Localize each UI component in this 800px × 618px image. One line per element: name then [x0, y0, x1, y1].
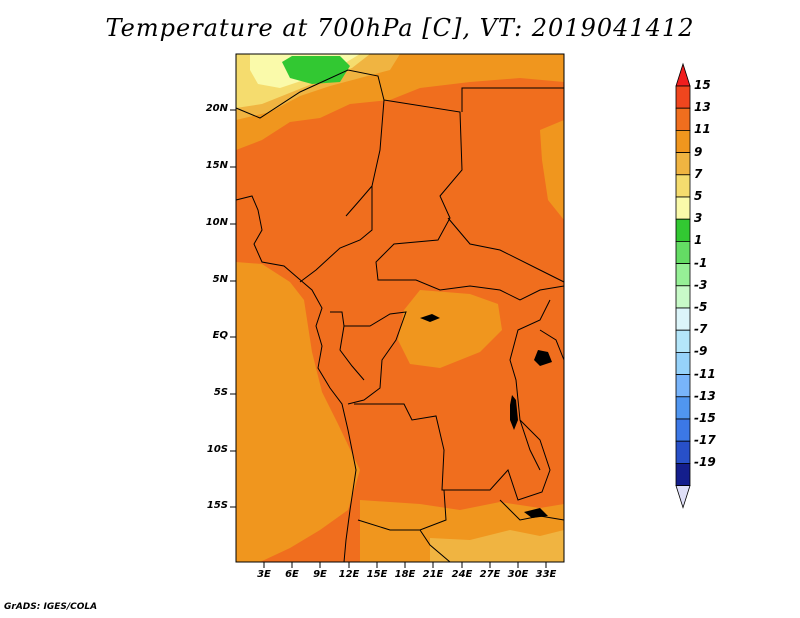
colorbar-label: 11: [694, 122, 711, 137]
colorbar-segment: [675, 307, 691, 331]
colorbar: [675, 62, 691, 509]
colorbar-segment: [675, 329, 691, 353]
colorbar-segment: [675, 129, 691, 153]
lat-label-5s: 5S: [213, 387, 228, 398]
lon-label-12e: 12E: [338, 569, 360, 580]
temp-zone-south-light: [430, 530, 564, 562]
country-borders: [235, 69, 565, 563]
lon-label-9e: 9E: [313, 569, 327, 580]
lon-label-21e: 21E: [422, 569, 444, 580]
colorbar-label: 1: [694, 233, 703, 248]
colorbar-segment: [675, 396, 691, 420]
colorbar-bottom-arrow: [675, 485, 691, 509]
colorbar-segment: [675, 107, 691, 131]
lat-ticks: [230, 109, 236, 508]
colorbar-segment: [675, 85, 691, 109]
colorbar-label: 5: [694, 189, 703, 203]
lon-label-27e: 27E: [479, 569, 501, 580]
temp-zone-west-orange: [236, 262, 360, 562]
colorbar-top-arrow: [675, 62, 691, 87]
credit-text: GrADS: IGES/COLA: [4, 602, 98, 612]
colorbar-label: -17: [694, 433, 716, 448]
lat-label-5n: 5N: [212, 274, 228, 285]
lat-label-15n: 15N: [205, 160, 228, 171]
lat-label-eq: EQ: [212, 330, 228, 341]
colorbar-label: -9: [694, 344, 708, 359]
colorbar-label: -3: [694, 277, 708, 292]
colorbar-segment: [675, 285, 691, 309]
lon-label-15e: 15E: [366, 569, 388, 580]
colorbar-label: -1: [694, 255, 708, 270]
colorbar-segment: [675, 196, 691, 220]
colorbar-label: -5: [694, 300, 708, 314]
lat-label-15s: 15S: [206, 500, 228, 511]
lon-label-30e: 30E: [507, 569, 529, 580]
colorbar-segment: [675, 462, 691, 486]
colorbar-segment: [675, 174, 691, 198]
colorbar-label: -13: [694, 388, 716, 403]
lat-label-10s: 10S: [206, 444, 228, 455]
colorbar-segment: [675, 218, 691, 242]
lon-label-33e: 33E: [535, 569, 557, 580]
colorbar-label: 9: [694, 144, 703, 159]
map-title: Temperature at 700hPa [C], VT: 201904141…: [105, 14, 695, 42]
colorbar-label: -19: [694, 455, 716, 470]
lon-label-24e: 24E: [451, 569, 473, 580]
lakes: [420, 314, 552, 518]
colorbar-segment: [675, 351, 691, 375]
lat-label-20n: 20N: [205, 103, 228, 114]
colorbar-label: 7: [694, 166, 703, 181]
colorbar-label: 3: [694, 211, 703, 226]
temp-zone-central-orange: [398, 290, 502, 368]
lon-ticks: [263, 562, 547, 568]
colorbar-segment: [675, 263, 691, 287]
lon-label-6e: 6E: [285, 569, 299, 580]
map-frame: [235, 53, 565, 563]
colorbar-segment: [675, 440, 691, 464]
colorbar-label: -7: [694, 322, 708, 337]
colorbar-label: 15: [694, 78, 711, 92]
colorbar-label: -15: [694, 411, 716, 425]
colorbar-segment: [675, 240, 691, 264]
lon-label-18e: 18E: [394, 569, 416, 580]
colorbar-label: -11: [694, 366, 716, 381]
lat-label-10n: 10N: [205, 217, 228, 228]
colorbar-segment: [675, 152, 691, 176]
lon-label-3e: 3E: [257, 569, 271, 580]
colorbar-label: 13: [694, 100, 711, 115]
colorbar-segment: [675, 374, 691, 398]
colorbar-segment: [675, 418, 691, 442]
temp-zone-northeast-orange: [540, 120, 564, 220]
